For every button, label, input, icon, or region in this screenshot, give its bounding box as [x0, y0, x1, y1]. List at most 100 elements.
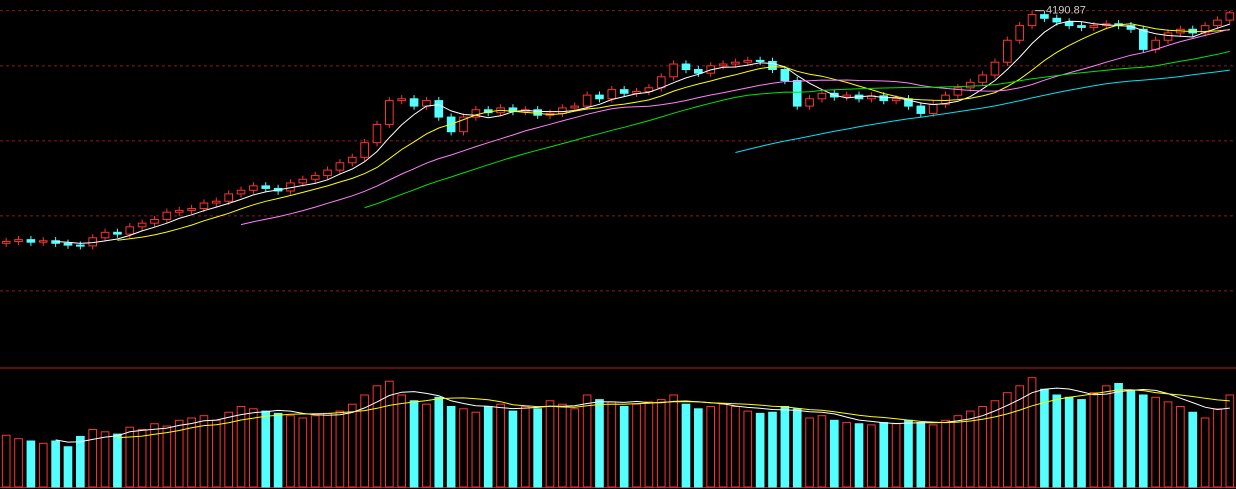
price-ma-line	[55, 20, 1230, 244]
volume-bar	[1114, 383, 1123, 488]
price-ma-line	[117, 23, 1230, 241]
volume-bar	[1163, 401, 1173, 488]
volume-bar	[743, 410, 753, 488]
volume-bar	[409, 400, 419, 488]
volume-bar	[1200, 417, 1210, 488]
volume-bar	[1052, 394, 1062, 488]
volume-bar	[768, 411, 777, 488]
volume-bar	[978, 406, 987, 488]
volume-bar	[323, 412, 332, 488]
candle-body	[928, 103, 938, 114]
volume-bar	[1015, 385, 1025, 488]
volume-bar	[360, 394, 369, 488]
candle-body	[805, 98, 814, 107]
candle-body	[768, 60, 777, 71]
volume-bar	[1151, 396, 1160, 488]
volume-bar	[545, 400, 555, 488]
volume-bar	[965, 410, 975, 488]
candle-body	[817, 92, 827, 100]
price-ma-line	[364, 50, 1230, 209]
volume-bar	[669, 394, 678, 488]
candle-body	[372, 123, 382, 144]
candle-body	[434, 100, 444, 118]
volume-bar	[681, 403, 691, 488]
volume-bar	[1027, 377, 1037, 488]
volume-ma-line	[117, 389, 1230, 439]
volume-bar	[150, 423, 159, 488]
volume-bar	[718, 403, 728, 488]
volume-bar	[706, 406, 716, 488]
candle-body	[100, 231, 110, 239]
volume-bar	[372, 385, 382, 488]
volume-bar	[100, 431, 110, 488]
volume-bar	[298, 417, 308, 488]
candle-body	[694, 69, 703, 74]
volume-bar	[137, 429, 147, 488]
volume-bar	[558, 403, 567, 488]
candle-body	[26, 239, 36, 243]
volume-bar	[508, 410, 518, 488]
volume-bar	[471, 411, 481, 488]
volume-bar	[199, 415, 209, 488]
candle-body	[409, 98, 419, 107]
candle-body	[669, 63, 678, 78]
candle-body	[459, 116, 468, 133]
volume-bar	[1077, 399, 1086, 488]
candle-body	[249, 185, 258, 191]
candle-body	[1077, 25, 1086, 28]
volume-bar	[273, 412, 283, 488]
volume-bar	[385, 380, 394, 488]
candle-body	[619, 89, 629, 94]
candle-body	[1225, 12, 1235, 21]
volume-bar	[397, 394, 407, 488]
volume-bar	[76, 435, 85, 488]
candle-body	[1015, 25, 1025, 41]
volume-bar	[731, 406, 740, 488]
candle-body	[755, 59, 765, 62]
candle-body	[174, 209, 184, 213]
candle-body	[953, 87, 963, 96]
candle-body	[76, 244, 85, 247]
volume-bar	[595, 399, 604, 488]
volume-bar	[953, 415, 963, 488]
volume-bar	[483, 406, 493, 488]
candle-body	[1064, 21, 1074, 27]
volume-bar	[656, 399, 666, 488]
volume-bar	[422, 403, 431, 488]
volume-bar	[249, 408, 258, 488]
volume-bar	[619, 406, 629, 488]
candle-body	[743, 59, 753, 63]
volume-bar	[1064, 396, 1074, 488]
candle-body	[1040, 14, 1049, 19]
max-label: 4190.87	[1046, 5, 1086, 17]
volume-bar	[113, 433, 122, 488]
candle-body	[113, 231, 122, 235]
volume-bar	[533, 408, 542, 488]
candle-body	[298, 178, 308, 184]
volume-bar	[125, 426, 135, 488]
volume-bar	[1213, 408, 1222, 488]
volume-bar	[694, 408, 703, 488]
candle-body	[38, 240, 48, 243]
price-ma-line	[735, 69, 1230, 153]
volume-bar	[347, 403, 357, 488]
volume-bar	[88, 429, 98, 488]
candle-body	[261, 185, 271, 189]
volume-bar	[941, 419, 950, 488]
candle-body	[137, 222, 147, 228]
volume-bar	[632, 403, 641, 488]
candle-body	[607, 89, 617, 100]
candle-body	[879, 95, 889, 102]
volume-bar	[286, 415, 295, 488]
volume-bar	[1138, 394, 1148, 488]
volume-bar	[990, 400, 1000, 488]
volume-bar	[928, 424, 938, 488]
candle-body	[1003, 39, 1012, 63]
volume-bar	[916, 422, 926, 488]
candle-body	[1089, 25, 1099, 28]
volume-bar	[261, 410, 271, 488]
candle-body	[978, 74, 987, 83]
volume-bar	[854, 423, 864, 488]
volume-bar	[817, 415, 827, 488]
volume-bar	[644, 401, 654, 488]
